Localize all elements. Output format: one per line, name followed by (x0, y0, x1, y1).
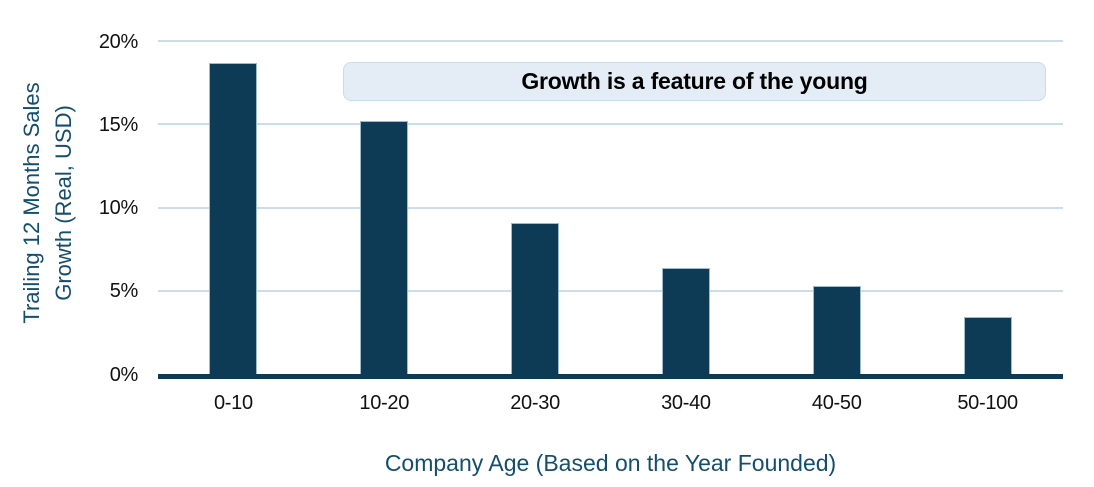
plot-area (158, 20, 1063, 374)
y-tick-label: 15% (98, 114, 138, 136)
y-tick-label: 10% (98, 197, 138, 219)
gridline (158, 207, 1063, 209)
y-tick-label: 20% (98, 31, 138, 53)
x-axis-line (158, 374, 1063, 379)
bar-30-40 (661, 268, 710, 374)
annotation-box: Growth is a feature of the young (343, 62, 1046, 101)
x-tick-label: 0-10 (213, 392, 253, 414)
x-tick-label: 20-30 (510, 392, 560, 414)
bar-slot (761, 20, 912, 374)
annotation-text: Growth is a feature of the young (521, 68, 868, 94)
x-tick-label: 40-50 (811, 392, 862, 414)
gridline (158, 40, 1063, 42)
y-tick-label: 5% (109, 280, 139, 302)
x-tick-label: 10-20 (359, 392, 410, 414)
bar-slot (309, 20, 460, 374)
bar-slot (610, 20, 761, 374)
bar-slot (158, 20, 309, 374)
x-tick-labels: 0-10 10-20 20-30 30-40 40-50 50-100 (158, 392, 1063, 415)
bar-50-100 (963, 317, 1012, 374)
gridline (158, 123, 1063, 125)
x-tick-label: 50-100 (957, 392, 1018, 414)
bar-20-30 (511, 223, 560, 374)
y-tick-label: 0% (109, 364, 139, 386)
bar-slots (158, 20, 1063, 374)
gridline (158, 290, 1063, 292)
x-axis-title: Company Age (Based on the Year Founded) (384, 450, 837, 476)
y-axis-title-line1: Trailing 12 Months Sales (19, 82, 44, 324)
bar-0-10 (209, 63, 258, 374)
bar-10-20 (360, 121, 409, 374)
bar-slot (460, 20, 611, 374)
bar-40-50 (812, 286, 861, 374)
x-tick-label: 30-40 (661, 392, 711, 414)
bar-slot (912, 20, 1063, 374)
